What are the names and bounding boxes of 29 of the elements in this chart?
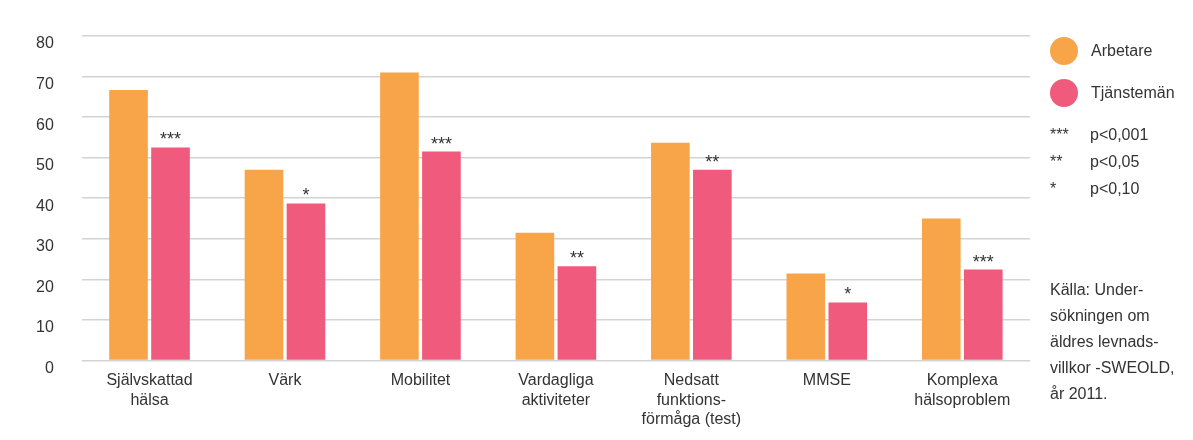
y-tick-label: 0 [44, 358, 54, 376]
x-tick-label: Vardagliga aktiviteter [518, 371, 594, 408]
y-tick-label: 30 [36, 237, 54, 255]
text: * p<0,10 [1050, 180, 1140, 197]
y-tick-label: 20 [36, 277, 54, 295]
x-tick-label: Värk [268, 371, 303, 389]
legend-label: Arbetare [1091, 42, 1153, 60]
y-tick-label: 60 [36, 115, 54, 133]
x-tick-label: Komplexa hälsoproblem [914, 371, 1011, 408]
text: ** p<0,05 [1050, 153, 1140, 170]
annotation: ** [705, 151, 720, 172]
x-tick-label: Mobilitet [390, 371, 451, 389]
y-tick-label: 40 [36, 196, 54, 214]
x-tick-label: Självskattad hälsa [106, 371, 193, 408]
annotation: * [302, 185, 310, 206]
legend-label: Tjänstemän [1091, 84, 1175, 102]
annotation: *** [972, 251, 994, 272]
x-tick-label: Nedsatt funktions-förmåga (test) [641, 371, 742, 427]
y-tick-label: 80 [36, 34, 54, 52]
text: *** p<0,001 [1050, 126, 1149, 143]
y-tick-label: 10 [36, 318, 54, 336]
annotation: ** [569, 248, 584, 269]
x-tick-label: MMSE [802, 371, 851, 389]
text: Källa: Under-sökningen om äldres levnads-villkor -SWEOLD, år 2011. [1050, 280, 1176, 404]
y-tick-label: 50 [36, 156, 54, 174]
annotation: * [844, 284, 852, 305]
annotation: *** [160, 129, 182, 150]
y-tick-label: 70 [36, 74, 54, 92]
annotation: *** [430, 133, 452, 154]
